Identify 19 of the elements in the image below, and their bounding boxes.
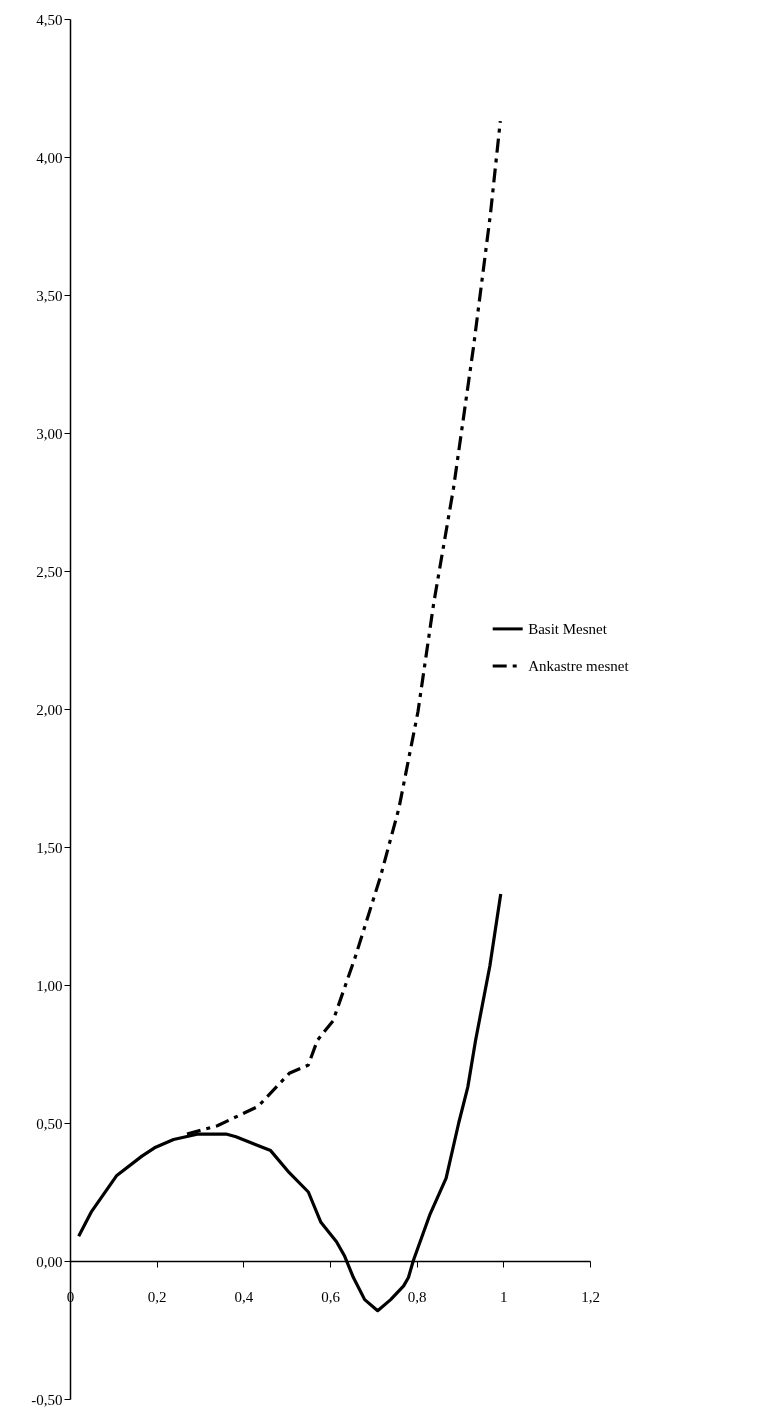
x-tick-label: 1	[500, 1288, 508, 1305]
y-tick-label: 1,50	[36, 839, 63, 856]
y-tick-label: 1,00	[36, 977, 63, 994]
y-tick-label: -0,50	[31, 1391, 63, 1408]
x-tick-label: 0,4	[234, 1288, 254, 1305]
legend-label: Basit Mesnet	[528, 620, 608, 637]
y-tick-label: 4,50	[36, 11, 63, 28]
y-tick-label: 4,00	[36, 149, 63, 166]
y-tick-label: 0,00	[36, 1253, 63, 1270]
x-tick-label: 1,2	[581, 1288, 600, 1305]
y-tick-label: 0,50	[36, 1115, 63, 1132]
legend-label: Ankastre mesnet	[528, 657, 630, 674]
y-tick-label: 2,50	[36, 563, 63, 580]
y-tick-label: 3,50	[36, 287, 63, 304]
y-tick-label: 2,00	[36, 701, 63, 718]
x-tick-label: 0,6	[321, 1288, 341, 1305]
x-tick-label: 0,8	[407, 1288, 427, 1305]
x-tick-label: 0,2	[147, 1288, 167, 1305]
y-tick-label: 3,00	[36, 425, 63, 442]
